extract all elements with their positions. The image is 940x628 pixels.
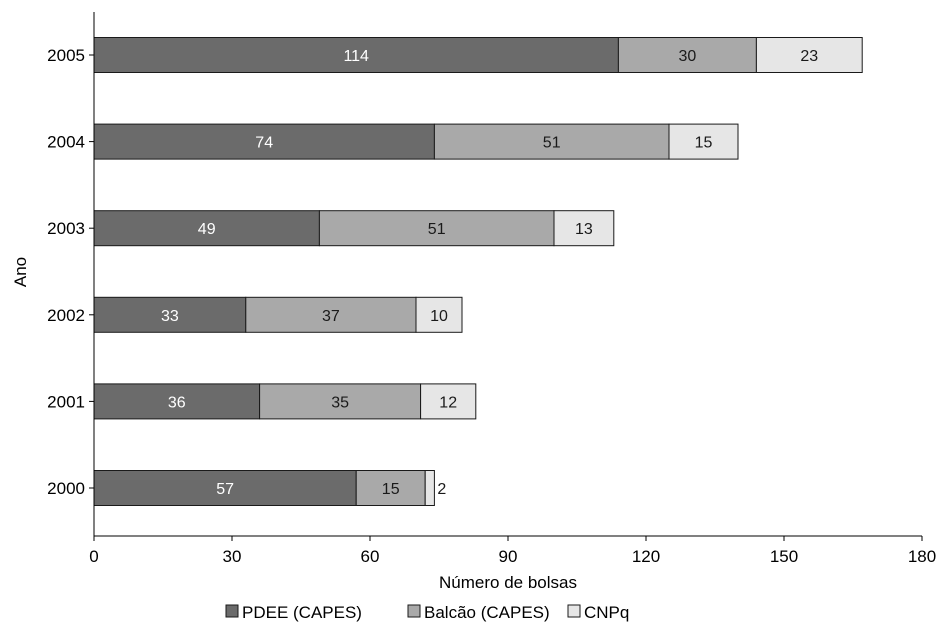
bar-value-label: 12 xyxy=(439,394,457,411)
x-tick-label: 30 xyxy=(223,547,242,566)
y-tick-label: 2000 xyxy=(47,479,85,498)
bar-segment xyxy=(93,210,320,247)
x-tick-label: 0 xyxy=(89,547,98,566)
legend-label: PDEE (CAPES) xyxy=(242,603,362,622)
bar-value-label: 57 xyxy=(216,481,234,498)
bar-segment xyxy=(424,470,435,506)
bar-value-label: 51 xyxy=(543,135,561,152)
bar-value-label: 15 xyxy=(382,481,400,498)
bar-segment xyxy=(93,383,261,420)
bar-value-label: 15 xyxy=(695,135,713,152)
bar-value-label: 33 xyxy=(161,308,179,325)
bar-value-label: 51 xyxy=(428,221,446,238)
bar-segment xyxy=(93,123,435,160)
bar-value-label: 37 xyxy=(322,308,340,325)
bar-value-label: 13 xyxy=(575,221,593,238)
bar-value-label: 23 xyxy=(800,48,818,65)
legend: PDEE (CAPES) Balcão (CAPES) CNPq xyxy=(225,603,629,622)
bar-value-label: 2 xyxy=(437,481,446,498)
x-tick-label: 60 xyxy=(361,547,380,566)
bar-segment xyxy=(93,296,247,333)
bar-segment xyxy=(755,37,863,73)
y-tick-label: 2005 xyxy=(47,46,85,65)
x-tick-label: 120 xyxy=(632,547,660,566)
bar-segment xyxy=(415,296,463,333)
bar-segment xyxy=(617,37,757,73)
y-tick-label: 2003 xyxy=(47,219,85,238)
bar-segment xyxy=(668,123,739,160)
bar-value-label: 49 xyxy=(198,221,216,238)
y-tick-label: 2004 xyxy=(47,133,85,152)
x-tick-label: 90 xyxy=(499,547,518,566)
bars-layer: 114 30 23 74 51 15 49 51 13 33 37 10 36 35 12 57 15 2 xyxy=(93,37,863,506)
bar-segment xyxy=(355,470,426,506)
x-tick-label: 150 xyxy=(770,547,798,566)
legend-label: CNPq xyxy=(584,603,629,622)
bar-segment xyxy=(259,383,422,420)
legend-swatch xyxy=(567,604,581,618)
bar-segment xyxy=(93,37,619,73)
x-tick-label: 180 xyxy=(908,547,936,566)
axes-layer: 2005 2004 2003 2002 2001 2000 0 30 60 90 120 150 180 xyxy=(47,12,936,566)
bar-value-label: 74 xyxy=(255,135,273,152)
bar-segment xyxy=(318,210,555,247)
y-tick-label: 2001 xyxy=(47,392,85,411)
legend-swatch xyxy=(407,604,421,618)
bar-value-label: 30 xyxy=(679,48,697,65)
x-axis-title: Número de bolsas xyxy=(439,573,577,592)
bar-value-label: 35 xyxy=(331,394,349,411)
bar-value-label: 114 xyxy=(343,48,369,65)
bar-value-label: 36 xyxy=(168,394,186,411)
legend-label: Balcão (CAPES) xyxy=(424,603,550,622)
y-axis-title: Ano xyxy=(11,257,30,287)
y-tick-label: 2002 xyxy=(47,306,85,325)
bar-segment xyxy=(433,123,670,160)
bar-segment xyxy=(553,210,615,247)
bar-value-label: 10 xyxy=(430,308,448,325)
legend-swatch xyxy=(225,604,239,618)
bar-segment xyxy=(420,383,477,420)
